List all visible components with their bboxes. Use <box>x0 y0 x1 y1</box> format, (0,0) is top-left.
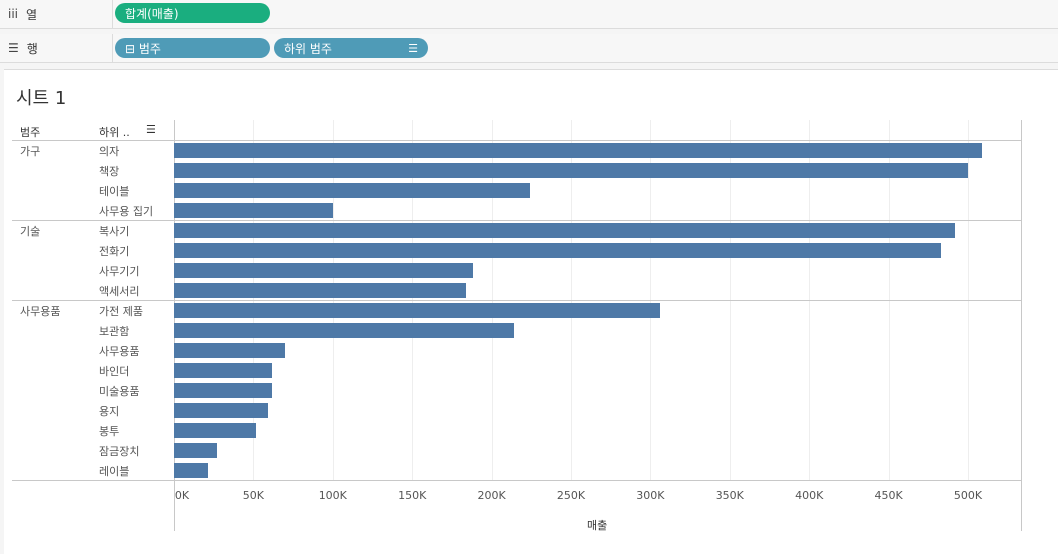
rows-pill-subcategory-label: 하위 범주 <box>284 41 332 56</box>
x-tick-label: 100K <box>318 489 347 502</box>
pane-right-border <box>1021 120 1022 531</box>
subcategory-label[interactable]: 미술용품 <box>99 385 140 398</box>
rows-shelf-label: ☰ 행 <box>0 34 113 62</box>
sheet-title: 시트 1 <box>16 88 67 109</box>
x-tick-label: 350K <box>715 489 744 502</box>
subcategory-label[interactable]: 봉투 <box>99 425 120 438</box>
subcategory-label[interactable]: 사무용품 <box>99 345 140 358</box>
bar[interactable] <box>174 403 268 418</box>
bar[interactable] <box>174 303 660 318</box>
bar[interactable] <box>174 323 514 338</box>
subcategory-label[interactable]: 테이블 <box>99 185 130 198</box>
subcategory-label[interactable]: 의자 <box>99 145 120 158</box>
bar[interactable] <box>174 383 272 398</box>
subcategory-label[interactable]: 사무기기 <box>99 265 140 278</box>
bar[interactable] <box>174 283 467 298</box>
x-tick-label: 250K <box>556 489 586 502</box>
group-divider <box>12 220 1022 221</box>
subcategory-label[interactable]: 용지 <box>99 405 120 418</box>
subcategory-label[interactable]: 레이블 <box>99 465 130 478</box>
header-divider <box>12 140 1022 141</box>
subcategory-label[interactable]: 가전 제품 <box>99 305 143 318</box>
x-tick-label: 200K <box>477 489 506 502</box>
subcategory-label[interactable]: 책장 <box>99 165 120 178</box>
header-category[interactable]: 범주 <box>20 126 41 139</box>
rows-shelf: ☰ 행 ⊟ 범주 하위 범주 ☰ <box>0 34 1058 63</box>
columns-icon: iii <box>8 7 19 21</box>
columns-label: 열 <box>26 7 38 22</box>
subcategory-label[interactable]: 복사기 <box>99 225 130 238</box>
sort-descending-icon: ☰ <box>408 42 418 55</box>
columns-pill-sum-sales[interactable]: 합계(매출) <box>115 3 270 23</box>
rows-icon: ☰ <box>8 41 19 55</box>
x-tick-label: 500K <box>953 489 983 502</box>
sort-descending-icon[interactable]: ☰ <box>146 123 156 136</box>
subcategory-label[interactable]: 바인더 <box>99 365 130 378</box>
header-subcategory[interactable]: 하위 .. <box>99 126 130 139</box>
subcategory-label[interactable]: 액세서리 <box>99 285 140 298</box>
x-axis-label: 매출 <box>587 519 608 532</box>
bar[interactable] <box>174 463 209 478</box>
subcategory-label[interactable]: 사무용 집기 <box>99 205 154 218</box>
bar[interactable] <box>174 183 530 198</box>
bar[interactable] <box>174 163 968 178</box>
rows-pill-category[interactable]: ⊟ 범주 <box>115 38 270 58</box>
x-tick-label: 150K <box>398 489 427 502</box>
group-divider <box>12 480 1022 481</box>
columns-shelf-label: iii 열 <box>0 0 113 28</box>
bar[interactable] <box>174 243 941 258</box>
x-tick-label: 450K <box>874 489 903 502</box>
bar[interactable] <box>174 443 217 458</box>
bar[interactable] <box>174 423 256 438</box>
rows-pill-subcategory[interactable]: 하위 범주 ☰ <box>274 38 428 58</box>
bar[interactable] <box>174 263 473 278</box>
group-divider <box>12 300 1022 301</box>
bar[interactable] <box>174 223 956 238</box>
x-tick-label: 300K <box>636 489 665 502</box>
bar[interactable] <box>174 343 286 358</box>
x-tick-label: 0K <box>174 489 190 502</box>
subcategory-label[interactable]: 잠금장치 <box>99 445 140 458</box>
subcategory-label[interactable]: 전화기 <box>99 245 130 258</box>
category-label[interactable]: 기술 <box>20 225 41 238</box>
x-tick-label: 50K <box>242 489 264 502</box>
category-label[interactable]: 사무용품 <box>20 305 61 318</box>
x-tick-label: 400K <box>795 489 824 502</box>
bar[interactable] <box>174 143 983 158</box>
subcategory-label[interactable]: 보관함 <box>99 325 130 338</box>
bar[interactable] <box>174 203 333 218</box>
columns-shelf: iii 열 합계(매출) <box>0 0 1058 29</box>
bar[interactable] <box>174 363 273 378</box>
category-label[interactable]: 가구 <box>20 145 41 158</box>
rows-label: 행 <box>26 41 38 56</box>
